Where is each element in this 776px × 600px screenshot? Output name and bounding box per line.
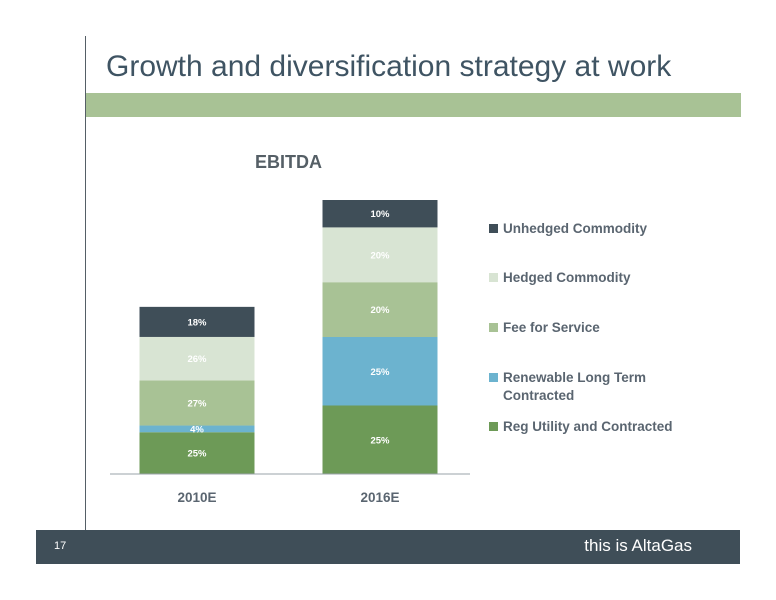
legend-label: Renewable Long Term Contracted xyxy=(503,370,647,403)
legend-label: Reg Utility and Contracted xyxy=(503,419,673,434)
legend-item: Unhedged Commodity xyxy=(489,220,683,238)
category-label-2016e: 2016E xyxy=(360,490,399,505)
legend-item: Reg Utility and Contracted xyxy=(489,418,683,436)
data-label-2016e-2: 20% xyxy=(370,305,390,316)
left-vertical-rule xyxy=(85,36,86,530)
data-label-2010e-2: 27% xyxy=(187,398,207,409)
bar-segment-2016e-3 xyxy=(322,227,438,283)
legend-item: Renewable Long Term Contracted xyxy=(489,369,683,405)
bar-segment-2010e-4 xyxy=(139,306,255,337)
legend-item: Hedged Commodity xyxy=(489,269,683,287)
slide-title: Growth and diversification strategy at w… xyxy=(106,50,672,83)
legend-swatch xyxy=(489,224,498,233)
bar-segment-2010e-0 xyxy=(139,432,255,474)
page-number: 17 xyxy=(54,540,67,552)
bar-segment-2010e-2 xyxy=(139,380,255,426)
title-band: AltaGas xyxy=(86,93,741,205)
data-label-2010e-4: 18% xyxy=(187,317,207,328)
data-label-2010e-0: 25% xyxy=(187,449,207,460)
chart-title: EBITDA xyxy=(255,152,322,172)
data-label-2010e-3: 26% xyxy=(187,354,207,365)
legend-label: Unhedged Commodity xyxy=(503,221,647,236)
data-label-2016e-4: 10% xyxy=(370,209,390,220)
bar-segment-2010e-1 xyxy=(139,425,255,433)
data-label-2016e-1: 25% xyxy=(370,367,390,378)
footer-bar: 17 this is AltaGas xyxy=(36,530,740,564)
legend-swatch xyxy=(489,422,498,431)
legend-label: Fee for Service xyxy=(503,320,600,335)
bar-segment-2016e-4 xyxy=(322,200,438,228)
data-label-2016e-0: 25% xyxy=(370,435,390,446)
footer-tagline: this is AltaGas xyxy=(584,536,692,555)
bar-segment-2010e-3 xyxy=(139,336,255,381)
legend-swatch xyxy=(489,273,498,282)
legend-swatch xyxy=(489,373,498,382)
bar-segment-2016e-1 xyxy=(322,337,438,406)
brand-logo-text: AltaGas xyxy=(645,190,695,205)
data-label-2016e-3: 20% xyxy=(370,250,390,261)
legend-item: Fee for Service xyxy=(489,319,683,337)
legend-label: Hedged Commodity xyxy=(503,270,631,285)
bar-segment-2016e-2 xyxy=(322,282,438,337)
legend-swatch xyxy=(489,323,498,332)
bar-segment-2016e-0 xyxy=(322,405,438,474)
data-label-2010e-1: 4% xyxy=(190,424,204,435)
category-label-2010e: 2010E xyxy=(177,490,216,505)
